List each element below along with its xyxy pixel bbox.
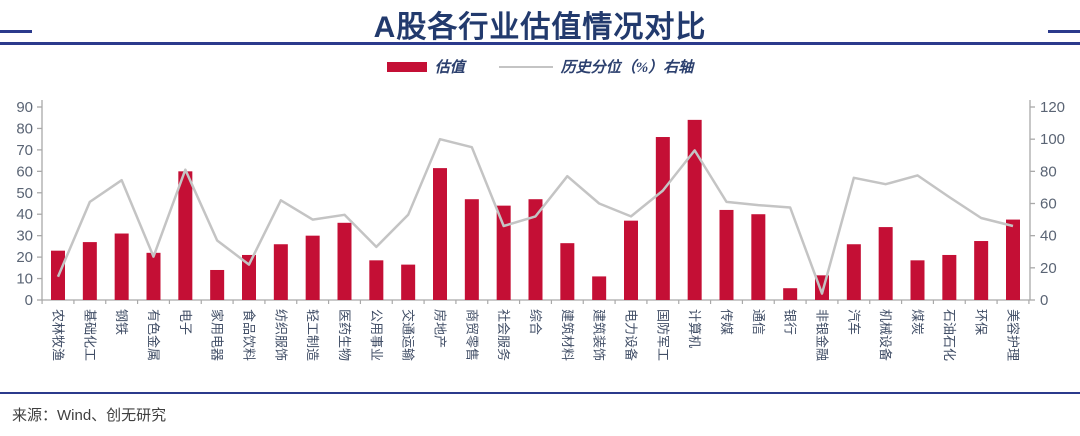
left-axis-label: 90 xyxy=(16,99,33,116)
category-label: 农林牧渔 xyxy=(51,309,66,361)
category-label: 钢铁 xyxy=(114,309,129,335)
valuation-bar xyxy=(655,137,670,300)
footer-divider xyxy=(0,392,1080,394)
valuation-bar xyxy=(528,199,543,300)
valuation-bar xyxy=(878,227,893,300)
legend-label: 估值 xyxy=(434,60,465,76)
valuation-bar xyxy=(369,260,384,300)
legend-label: 历史分位（%）右轴 xyxy=(560,60,694,76)
top-left-rule xyxy=(0,30,32,33)
valuation-bar xyxy=(210,269,225,300)
category-label: 房地产 xyxy=(433,309,448,348)
legend-item-percentile: 历史分位（%）右轴 xyxy=(498,56,694,77)
percentile-line xyxy=(56,137,1014,295)
category-label: 轻工制造 xyxy=(305,309,320,361)
left-axis-label: 40 xyxy=(16,206,33,223)
category-label: 食品饮料 xyxy=(242,309,257,361)
category-label: 商贸零售 xyxy=(464,309,479,361)
valuation-bar xyxy=(1006,219,1020,300)
left-axis-label: 20 xyxy=(16,249,33,266)
category-label: 基础化工 xyxy=(82,309,97,361)
valuation-bar xyxy=(401,264,416,300)
category-label: 机械设备 xyxy=(878,309,893,361)
source-note: 来源：Wind、创无研究 xyxy=(12,407,167,424)
category-label: 国防军工 xyxy=(655,309,670,361)
category-label: 电子 xyxy=(178,309,193,335)
right-axis-label: 60 xyxy=(1040,196,1057,213)
left-axis-label: 70 xyxy=(16,142,33,159)
left-axis-label: 30 xyxy=(16,228,33,245)
right-axis-label: 0 xyxy=(1040,292,1048,309)
valuation-bar xyxy=(751,214,766,300)
valuation-chart: 0 10 20 30 40 50 60 70 80 90 0 20 40 60 80 100 120 农林牧渔 基础… xyxy=(0,85,1080,387)
category-label: 环保 xyxy=(974,309,989,335)
valuation-bar xyxy=(242,254,256,300)
valuation-bar xyxy=(592,276,607,300)
category-label: 石油石化 xyxy=(942,309,957,361)
right-axis-label: 20 xyxy=(1040,260,1057,277)
category-label: 综合 xyxy=(528,309,543,335)
valuation-bar xyxy=(846,244,861,300)
category-label: 通信 xyxy=(751,309,766,335)
category-label: 煤炭 xyxy=(910,309,925,335)
category-label: 医药生物 xyxy=(337,309,352,361)
line-swatch-icon xyxy=(498,65,553,68)
category-label: 电力设备 xyxy=(624,309,639,361)
valuation-bar xyxy=(783,288,798,300)
valuation-bar xyxy=(146,252,161,300)
valuation-bar xyxy=(687,119,702,300)
valuation-bar xyxy=(82,242,97,300)
category-label: 有色金属 xyxy=(146,309,161,361)
valuation-bar xyxy=(464,199,479,300)
left-axis-label: 60 xyxy=(16,163,33,180)
category-label: 计算机 xyxy=(687,309,702,348)
right-axis-label: 80 xyxy=(1040,163,1057,180)
left-axis-label: 10 xyxy=(16,271,33,288)
category-label: 家用电器 xyxy=(210,309,225,361)
valuation-bar xyxy=(624,220,638,300)
category-label: 美容护理 xyxy=(1006,309,1021,361)
category-label: 银行 xyxy=(783,309,798,335)
title-divider xyxy=(0,42,1080,45)
category-label: 公用事业 xyxy=(369,309,384,361)
category-label: 纺织服饰 xyxy=(273,309,288,361)
category-label: 传媒 xyxy=(719,309,734,335)
right-axis-label: 40 xyxy=(1040,228,1057,245)
chart-canvas: 0 10 20 30 40 50 60 70 80 90 0 20 40 60 80 100 120 农林牧渔 基础… xyxy=(16,99,1065,361)
category-label: 社会服务 xyxy=(496,309,511,361)
valuation-bar xyxy=(273,244,288,300)
page-title: A股各行业估值情况对比 xyxy=(373,11,707,44)
valuation-bar xyxy=(178,171,193,300)
valuation-bar xyxy=(974,241,989,300)
legend-item-valuation: 估值 xyxy=(386,56,465,77)
valuation-bar xyxy=(910,260,925,300)
chart-legend: 估值 历史分位（%）右轴 xyxy=(0,56,1080,77)
valuation-bar xyxy=(560,243,575,300)
top-right-rule xyxy=(1048,30,1080,33)
valuation-bar xyxy=(942,254,957,300)
category-label: 汽车 xyxy=(846,309,861,335)
bar-swatch-icon xyxy=(386,61,427,72)
category-label: 交通运输 xyxy=(401,309,416,361)
left-axis-label: 50 xyxy=(16,185,33,202)
valuation-bar xyxy=(433,168,447,300)
valuation-bar xyxy=(305,235,320,300)
left-axis-label: 80 xyxy=(16,120,33,137)
left-axis-label: 0 xyxy=(25,292,33,309)
right-axis-label: 100 xyxy=(1040,131,1065,148)
right-axis-label: 120 xyxy=(1040,99,1065,116)
valuation-bar xyxy=(496,205,511,300)
category-label: 建筑材料 xyxy=(560,309,575,361)
valuation-bar xyxy=(114,233,129,300)
valuation-bar xyxy=(719,209,734,300)
valuation-bar xyxy=(337,222,352,300)
category-label: 建筑装饰 xyxy=(592,309,607,361)
category-label: 非银金融 xyxy=(815,309,830,361)
